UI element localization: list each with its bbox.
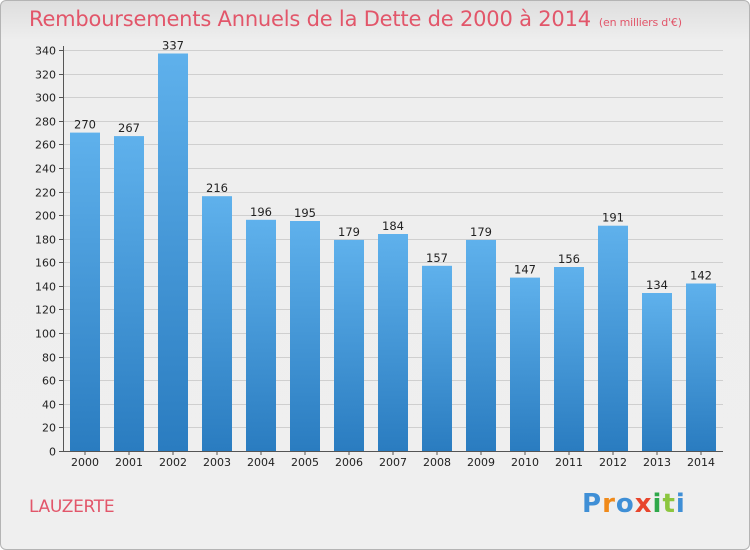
y-tick-label: 240 <box>35 163 56 176</box>
municipality-name: LAUZERTE <box>29 497 115 517</box>
data-label-2008: 157 <box>426 251 448 265</box>
x-tick-label-2013: 2013 <box>643 456 671 469</box>
y-tick-label: 340 <box>35 45 56 58</box>
x-tick-label-2002: 2002 <box>159 456 187 469</box>
x-tick-labels: 2000 2001 2002 2003 2004 2005 2006 2007 2008 2009… <box>71 456 715 469</box>
y-tick-label: 260 <box>35 139 56 152</box>
x-tick-label-2012: 2012 <box>599 456 627 469</box>
data-labels: 270 267 337 216 196 195 179 184 157 179 147 156 191 1… <box>74 39 712 292</box>
proxiti-logo: Proxiti <box>582 489 686 519</box>
x-tick-label-2003: 2003 <box>203 456 231 469</box>
x-tick-label-2000: 2000 <box>71 456 99 469</box>
bar-2013 <box>642 293 672 451</box>
x-tick-label-2006: 2006 <box>335 456 363 469</box>
bar-2012 <box>598 225 628 451</box>
bars <box>70 53 716 451</box>
logo-letter: r <box>602 489 616 519</box>
logo-letter: i <box>675 489 686 519</box>
bar-2010 <box>510 277 540 451</box>
data-label-2011: 156 <box>558 252 580 266</box>
chart-subtitle: (en milliers d'€) <box>598 16 682 29</box>
chart-title-text: Remboursements Annuels de la Dette de 20… <box>29 7 591 31</box>
x-tick-label-2010: 2010 <box>511 456 539 469</box>
y-tick-label: 20 <box>42 422 56 435</box>
x-tick-label-2009: 2009 <box>467 456 495 469</box>
x-tick-label-2007: 2007 <box>379 456 407 469</box>
data-label-2009: 179 <box>470 225 492 239</box>
x-tick-label-2005: 2005 <box>291 456 319 469</box>
y-tick-label: 180 <box>35 234 56 247</box>
y-tick-label: 140 <box>35 281 56 294</box>
y-tick-label: 0 <box>49 446 56 459</box>
x-tick-label-2001: 2001 <box>115 456 143 469</box>
logo-letter: P <box>582 489 603 519</box>
bar-2001 <box>114 136 144 451</box>
x-tick-label-2011: 2011 <box>555 456 583 469</box>
data-label-2010: 147 <box>514 263 536 277</box>
x-tick-label-2004: 2004 <box>247 456 275 469</box>
y-tick-label: 40 <box>42 399 56 412</box>
data-label-2001: 267 <box>118 121 140 135</box>
data-label-2007: 184 <box>382 219 404 233</box>
data-label-2013: 134 <box>646 278 668 292</box>
data-label-2003: 216 <box>206 181 228 195</box>
chart-title: Remboursements Annuels de la Dette de 20… <box>29 7 682 31</box>
bar-2011 <box>554 267 584 451</box>
x-tick-label-2008: 2008 <box>423 456 451 469</box>
axes <box>59 46 723 455</box>
bar-2008 <box>422 265 452 451</box>
data-label-2006: 179 <box>338 225 360 239</box>
logo-letter: i <box>652 489 663 519</box>
bar-2014 <box>686 283 716 451</box>
data-label-2014: 142 <box>690 269 712 283</box>
data-label-2004: 196 <box>250 205 272 219</box>
bar-2000 <box>70 132 100 451</box>
y-tick-label: 200 <box>35 210 56 223</box>
y-tick-label: 100 <box>35 328 56 341</box>
y-tick-label: 280 <box>35 116 56 129</box>
x-tick-label-2014: 2014 <box>687 456 715 469</box>
y-tick-label: 60 <box>42 375 56 388</box>
y-tick-label: 80 <box>42 352 56 365</box>
bar-2002 <box>158 53 188 451</box>
data-label-2005: 195 <box>294 206 316 220</box>
logo-letter: t <box>662 489 676 519</box>
y-tick-label: 300 <box>35 92 56 105</box>
bar-2009 <box>466 239 496 451</box>
bar-2003 <box>202 196 232 451</box>
bar-2006 <box>334 239 364 451</box>
y-tick-label: 160 <box>35 257 56 270</box>
y-tick-labels: 0 20 40 60 80 100 120 140 160 180 200 220 240 260 280 3… <box>35 45 56 459</box>
data-label-2002: 337 <box>162 39 184 53</box>
logo-letter: x <box>634 489 653 519</box>
data-label-2000: 270 <box>74 118 96 132</box>
bar-2005 <box>290 221 320 451</box>
bar-2007 <box>378 234 408 451</box>
logo-letter: o <box>615 489 635 519</box>
y-tick-label: 120 <box>35 304 56 317</box>
y-tick-label: 220 <box>35 187 56 200</box>
y-tick-label: 320 <box>35 69 56 82</box>
data-label-2012: 191 <box>602 211 624 225</box>
bar-2004 <box>246 219 276 451</box>
bar-chart: 0 20 40 60 80 100 120 140 160 180 200 220 240 260 280 3… <box>35 39 723 469</box>
